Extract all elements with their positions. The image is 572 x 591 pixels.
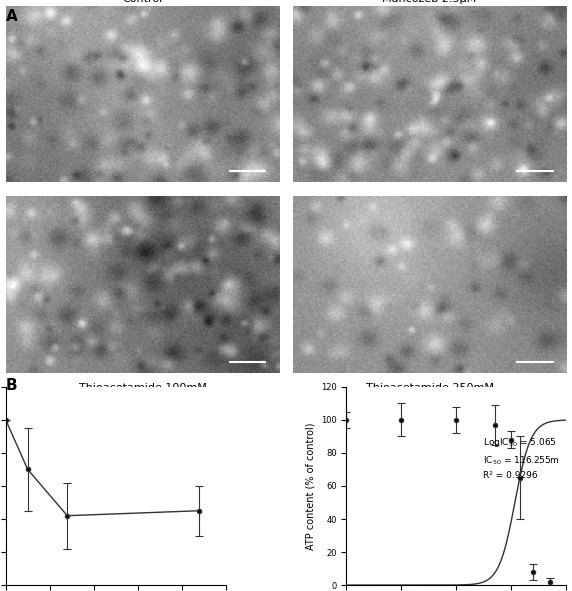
Text: Thioacetamide 100mM: Thioacetamide 100mM [78, 384, 206, 393]
Title: Mancozeb 2.5μM: Mancozeb 2.5μM [383, 0, 476, 4]
Text: LogIC$_{50}$ = 5.065
IC$_{50}$ = 116.255m
R² = 0.9296: LogIC$_{50}$ = 5.065 IC$_{50}$ = 116.255… [483, 436, 559, 480]
Text: B: B [6, 378, 17, 393]
Title: Control: Control [122, 0, 162, 4]
Y-axis label: ATP content (% of control): ATP content (% of control) [305, 422, 315, 550]
Text: Thioacetamide 250mM: Thioacetamide 250mM [366, 384, 494, 393]
Text: A: A [6, 9, 18, 24]
